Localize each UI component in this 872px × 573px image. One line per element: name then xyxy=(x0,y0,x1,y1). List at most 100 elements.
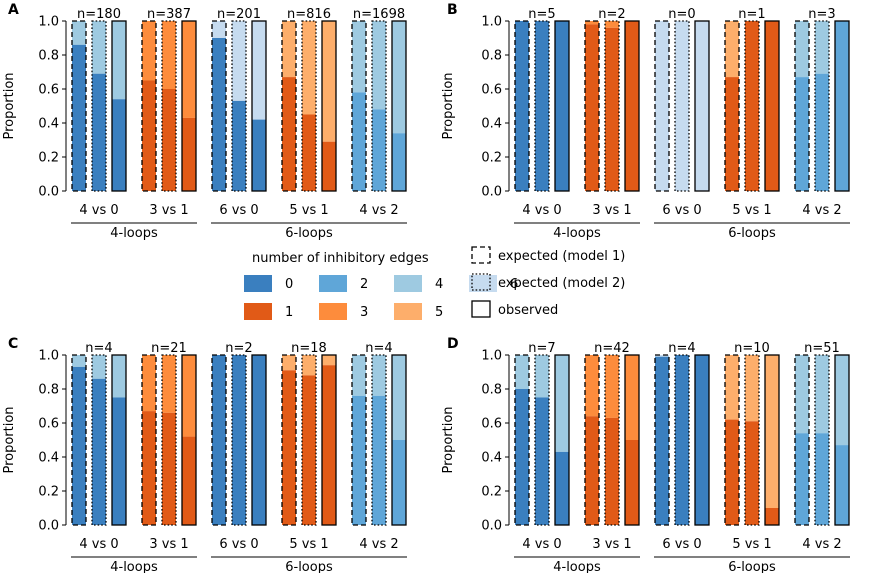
bar-expected-model2-outline xyxy=(161,20,177,192)
x-tick-label: 5 vs 1 xyxy=(289,537,328,552)
bar-observed-outline xyxy=(834,354,850,526)
legend-style-swatch xyxy=(471,300,491,318)
y-tick-label: 0.2 xyxy=(481,485,502,500)
bar-expected-model1-top xyxy=(725,21,739,78)
bar-observed-top xyxy=(112,21,126,100)
legend-item-1: 1 xyxy=(244,303,293,320)
sample-size-label: n=387 xyxy=(147,7,191,22)
x-tick-label: 4 vs 2 xyxy=(359,537,398,552)
bar-expected-model1-bottom xyxy=(515,389,529,525)
y-tick-label: 0.8 xyxy=(38,49,59,64)
bar-observed-outline xyxy=(764,354,780,526)
bar-expected-model1-bottom xyxy=(282,77,296,191)
x-tick-label: 3 vs 1 xyxy=(149,203,188,218)
bar-observed-outline xyxy=(391,354,407,526)
sample-size-label: n=5 xyxy=(528,7,555,22)
bar-observed-outline xyxy=(321,20,337,192)
bar-expected-model1-outline xyxy=(141,20,157,192)
legend-item-2: 2 xyxy=(319,275,368,292)
group-label: 4-loops xyxy=(553,560,601,573)
category-3-vs-1: n=387 3 vs 1 xyxy=(141,7,197,218)
sample-size-label: n=4 xyxy=(365,341,392,356)
bar-expected-model2-top xyxy=(92,21,106,74)
y-tick-label: 0.0 xyxy=(481,519,502,534)
bar-observed-top xyxy=(252,21,266,120)
bar-observed-top xyxy=(392,355,406,440)
bar-expected-model1-bottom xyxy=(352,92,366,191)
bar-expected-model2-top xyxy=(605,21,619,28)
bar-expected-model1-top xyxy=(72,21,86,45)
y-axis-label: Proportion xyxy=(441,406,456,473)
x-tick-label: 4 vs 0 xyxy=(522,203,561,218)
bar-expected-model1-outline xyxy=(794,20,810,192)
sample-size-label: n=42 xyxy=(594,341,630,356)
category-4-vs-2: n=3 4 vs 2 xyxy=(794,7,850,218)
bar-observed-outline xyxy=(554,354,570,526)
category-6-vs-0: n=0 6 vs 0 xyxy=(654,7,710,218)
bar-expected-model2-bottom xyxy=(815,433,829,525)
bar-expected-model1-bottom xyxy=(142,411,156,525)
y-tick-label: 0.4 xyxy=(481,117,502,132)
legend-swatch xyxy=(244,275,272,292)
group-label: 6-loops xyxy=(728,560,776,573)
bar-observed-bottom xyxy=(555,21,569,191)
category-6-vs-0: n=201 6 vs 0 xyxy=(211,7,267,218)
panel-letter: D xyxy=(447,336,459,352)
x-tick-label: 6 vs 0 xyxy=(662,537,701,552)
bar-expected-model1-top xyxy=(655,355,669,357)
bar-expected-model2-outline xyxy=(301,20,317,192)
bar-expected-model2-bottom xyxy=(372,109,386,191)
panel-a: A 0.0 0.2 0.4 0.6 0.8 1.0 Proportion n=180 4 vs 0… xyxy=(2,2,407,241)
bar-observed-bottom xyxy=(112,99,126,191)
bar-expected-model2-top xyxy=(605,355,619,418)
bar-observed-outline xyxy=(391,20,407,192)
bar-expected-model1-bottom xyxy=(142,80,156,191)
bar-expected-model1-top xyxy=(585,355,599,417)
bar-expected-model2-bottom xyxy=(535,397,549,525)
bar-observed-outline xyxy=(181,354,197,526)
bar-observed-outline xyxy=(251,20,267,192)
bar-expected-model2-top xyxy=(535,355,549,398)
bar-observed-bottom xyxy=(112,397,126,525)
legend-style-swatch xyxy=(471,273,491,291)
legend-label: 4 xyxy=(435,277,443,292)
bar-expected-model2-top xyxy=(675,21,689,191)
bar-expected-model2-outline xyxy=(674,20,690,192)
bar-expected-model2-bottom xyxy=(162,89,176,191)
y-tick-label: 0.6 xyxy=(38,417,59,432)
x-tick-label: 5 vs 1 xyxy=(289,203,328,218)
legend: number of inhibitory edges 0 2 4 6 1 3 5 expecte… xyxy=(244,246,625,320)
x-tick-label: 3 vs 1 xyxy=(149,537,188,552)
legend-label: 0 xyxy=(285,277,293,292)
bar-observed-bottom xyxy=(765,508,779,525)
legend-item-0: 0 xyxy=(244,275,293,292)
x-tick-label: 6 vs 0 xyxy=(219,537,258,552)
legend-swatch xyxy=(394,303,422,320)
bar-expected-model2-outline xyxy=(604,354,620,526)
bar-observed-top xyxy=(392,21,406,134)
bar-expected-model2-bottom xyxy=(535,21,549,191)
bar-observed-top xyxy=(322,355,336,366)
bar-expected-model2-outline xyxy=(814,20,830,192)
category-6-vs-0: n=4 6 vs 0 xyxy=(654,341,710,552)
x-tick-label: 5 vs 1 xyxy=(732,203,771,218)
bar-observed-bottom xyxy=(695,355,709,525)
category-4-vs-0: n=7 4 vs 0 xyxy=(514,341,570,552)
bar-expected-model2-bottom xyxy=(92,378,106,525)
bar-expected-model1-top xyxy=(142,21,156,81)
bar-observed-bottom xyxy=(555,451,569,525)
legend-style-dotted: expected (model 2) xyxy=(471,273,625,291)
bar-expected-model2-outline xyxy=(744,20,760,192)
legend-style-label: expected (model 1) xyxy=(498,249,625,264)
bar-observed-top xyxy=(322,21,336,142)
bar-expected-model1-top xyxy=(212,21,226,38)
sample-size-label: n=4 xyxy=(85,341,112,356)
bar-expected-model1-bottom xyxy=(212,355,226,525)
panel-letter: C xyxy=(8,336,18,352)
legend-swatch xyxy=(394,275,422,292)
y-tick-label: 0.8 xyxy=(481,383,502,398)
category-3-vs-1: n=2 3 vs 1 xyxy=(584,7,640,218)
